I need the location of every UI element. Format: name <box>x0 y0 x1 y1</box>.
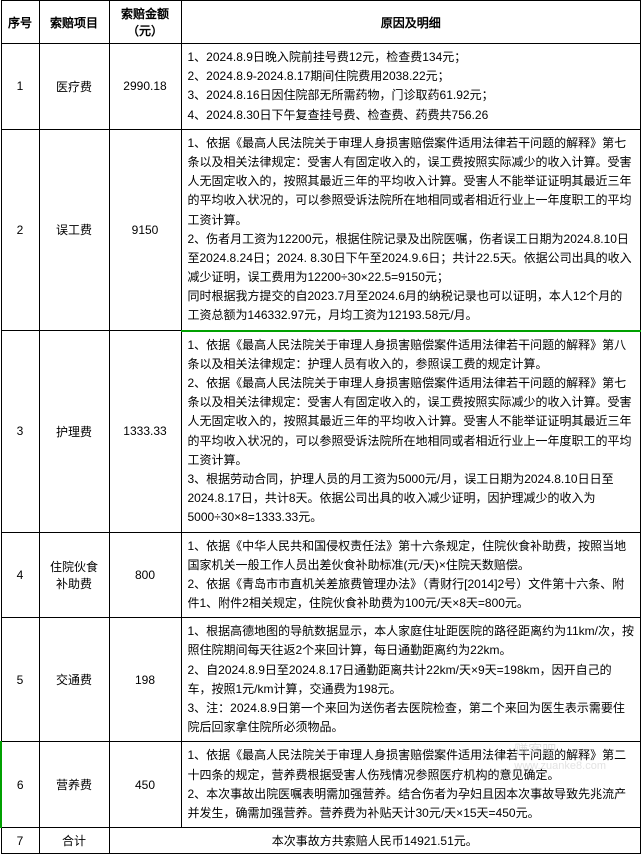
cell-item: 合计 <box>39 828 109 854</box>
table-row: 3护理费1333.331、依据《最高人民法院关于审理人身损害赔偿案件适用法律若干… <box>1 331 641 532</box>
cell-detail: 1、依据《最高人民法院关于审理人身损害赔偿案件适用法律若干问题的解释》第八条以及… <box>181 331 641 532</box>
detail-line: 2、本次事故出院医嘱表明需加强营养。结合伤者为孕妇且因本次事故导致先兆流产并发生… <box>188 785 635 823</box>
cell-item: 医疗费 <box>39 44 109 130</box>
cell-detail: 1、依据《最高人民法院关于审理人身损害赔偿案件适用法律若干问题的解释》第二十四条… <box>181 742 641 828</box>
cell-seq: 4 <box>1 532 39 618</box>
cell-seq: 2 <box>1 129 39 330</box>
detail-line: 2、依据《青岛市市直机关差旅费管理办法》（青财行[2014]2号）文件第十六条、… <box>188 575 635 613</box>
header-seq: 序号 <box>1 1 39 44</box>
table-row: 1医疗费2990.181、2024.8.9日晚入院前挂号费12元，检查费134元… <box>1 44 641 130</box>
cell-item: 住院伙食补助费 <box>39 532 109 618</box>
detail-line: 3、注：2024.8.9日第一个来回为送伤者去医院检查，第二个来回为医生表示需要… <box>188 699 635 737</box>
table-row: 6营养费4501、依据《最高人民法院关于审理人身损害赔偿案件适用法律若干问题的解… <box>1 742 641 828</box>
cell-item: 护理费 <box>39 331 109 532</box>
cell-amount: 1333.33 <box>109 331 181 532</box>
detail-line: 2、伤者月工资为12200元，根据住院记录及出院医嘱，伤者误工日期为2024.8… <box>188 230 635 288</box>
header-row: 序号 索赔项目 索赔金额（元） 原因及明细 <box>1 1 641 44</box>
cell-total: 本次事故方共索赔人民币14921.51元。 <box>109 828 641 854</box>
table-row: 5交通费1981、根据高德地图的导航数据显示，本人家庭住址距医院的路径距离约为1… <box>1 618 641 742</box>
detail-line: 2、依据《最高人民法院关于审理人身损害赔偿案件适用法律若干问题的解释》第七条以及… <box>188 374 635 470</box>
cell-item: 误工费 <box>39 129 109 330</box>
cell-amount: 198 <box>109 618 181 742</box>
detail-line: 1、依据《最高人民法院关于审理人身损害赔偿案件适用法律若干问题的解释》第八条以及… <box>188 336 635 374</box>
detail-line: 同时根据我方提交的自2023.7月至2024.6月的纳税记录也可以证明，本人12… <box>188 287 635 325</box>
cell-detail: 1、依据《中华人民共和国侵权责任法》第十六条规定，住院伙食补助费，按照当地国家机… <box>181 532 641 618</box>
detail-line: 1、依据《最高人民法院关于审理人身损害赔偿案件适用法律若干问题的解释》第七条以及… <box>188 134 635 230</box>
header-detail: 原因及明细 <box>181 1 641 44</box>
detail-line: 2、2024.8.9-2024.8.17期间住院费用2038.22元； <box>188 67 635 86</box>
claims-table: 序号 索赔项目 索赔金额（元） 原因及明细 1医疗费2990.181、2024.… <box>0 0 641 854</box>
cell-amount: 2990.18 <box>109 44 181 130</box>
table-row: 2误工费91501、依据《最高人民法院关于审理人身损害赔偿案件适用法律若干问题的… <box>1 129 641 330</box>
cell-item: 营养费 <box>39 742 109 828</box>
detail-line: 1、根据高德地图的导航数据显示，本人家庭住址距医院的路径距离约为11km/次，按… <box>188 622 635 660</box>
detail-line: 2、自2024.8.9日至2024.8.17日通勤距离共计22km/天×9天=1… <box>188 661 635 699</box>
detail-line: 1、依据《最高人民法院关于审理人身损害赔偿案件适用法律若干问题的解释》第二十四条… <box>188 746 635 784</box>
detail-line: 4、2024.8.30日下午复查挂号费、检查费、药费共756.26 <box>188 106 635 125</box>
detail-line: 3、2024.8.16日因住院部无所需药物，门诊取药61.92元； <box>188 86 635 105</box>
detail-line: 1、2024.8.9日晚入院前挂号费12元，检查费134元； <box>188 48 635 67</box>
cell-detail: 1、2024.8.9日晚入院前挂号费12元，检查费134元；2、2024.8.9… <box>181 44 641 130</box>
table-row: 7合计本次事故方共索赔人民币14921.51元。 <box>1 828 641 854</box>
cell-amount: 450 <box>109 742 181 828</box>
cell-seq: 3 <box>1 331 39 532</box>
cell-amount: 9150 <box>109 129 181 330</box>
cell-seq: 6 <box>1 742 39 828</box>
cell-amount: 800 <box>109 532 181 618</box>
cell-detail: 1、根据高德地图的导航数据显示，本人家庭住址距医院的路径距离约为11km/次，按… <box>181 618 641 742</box>
cell-item: 交通费 <box>39 618 109 742</box>
cell-seq: 7 <box>1 828 39 854</box>
cell-seq: 1 <box>1 44 39 130</box>
table-row: 4住院伙食补助费8001、依据《中华人民共和国侵权责任法》第十六条规定，住院伙食… <box>1 532 641 618</box>
cell-seq: 5 <box>1 618 39 742</box>
cell-detail: 1、依据《最高人民法院关于审理人身损害赔偿案件适用法律若干问题的解释》第七条以及… <box>181 129 641 330</box>
detail-line: 1、依据《中华人民共和国侵权责任法》第十六条规定，住院伙食补助费，按照当地国家机… <box>188 537 635 575</box>
header-amount: 索赔金额（元） <box>109 1 181 44</box>
header-item: 索赔项目 <box>39 1 109 44</box>
detail-line: 3、根据劳动合同，护理人员的月工资为5000元/月，误工日期为2024.8.10… <box>188 470 635 528</box>
